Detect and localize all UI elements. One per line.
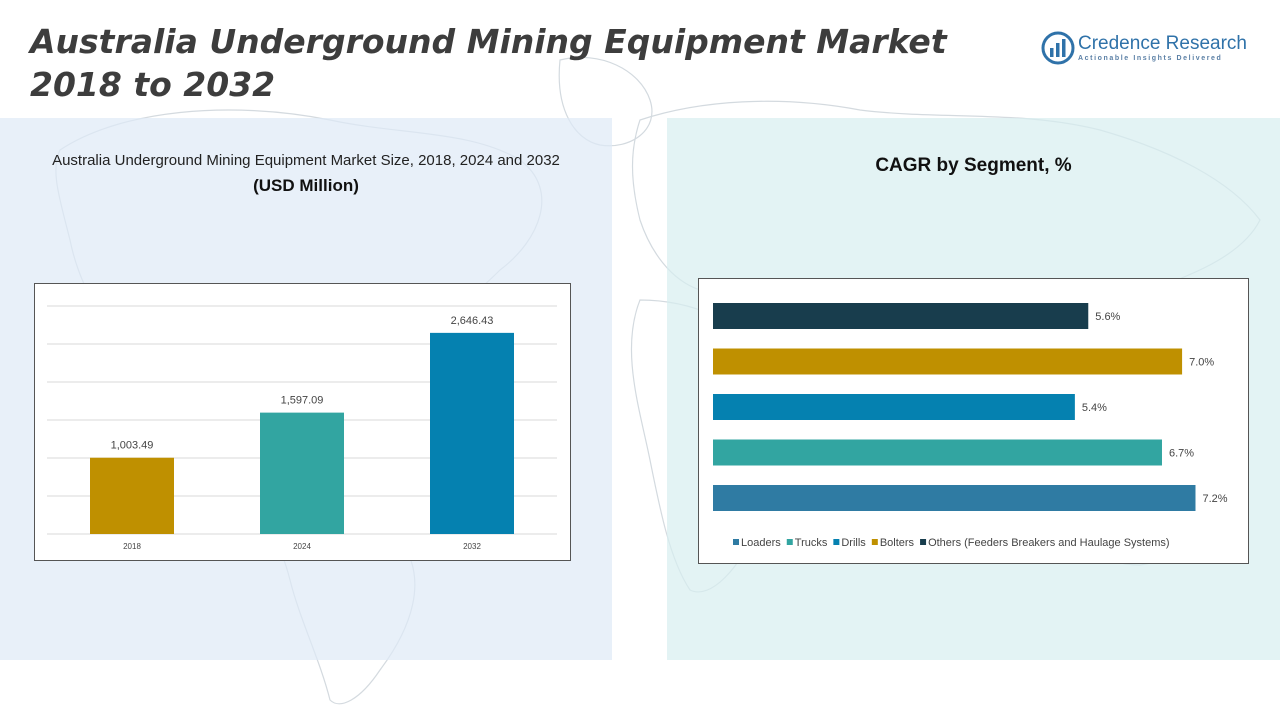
bar-2024 [260,412,344,534]
cagr-chart: 7.2% 6.7% 5.4% 7.0% 5.6% Loaders Trucks Drills B… [698,278,1249,564]
value-label-2032: 2,646.43 [451,315,494,327]
cagr-bar-4 [713,303,1089,329]
market-size-unit: (USD Million) [253,176,359,195]
legend-swatch-2 [833,539,840,545]
x-tick-2032: 2032 [463,542,481,551]
bar-2032 [430,332,514,534]
legend-entry-1: Trucks [795,537,828,549]
logo-tagline: Actionable Insights Delivered [1078,55,1223,62]
legend-entry-3: Bolters [880,537,915,549]
legend-entry-0: Loaders [741,537,781,549]
market-size-chart-title: Australia Underground Mining Equipment M… [52,152,560,169]
credence-research-logo: Credence Research Actionable Insights De… [1040,30,1260,70]
cagr-bar-3 [713,348,1183,375]
legend-swatch-1 [786,539,793,545]
cagr-chart-title: CAGR by Segment, % [875,155,1072,176]
cagr-value-label-0: 7.2% [1202,493,1227,505]
cagr-value-label-2: 5.4% [1082,402,1107,414]
legend-swatch-3 [871,539,878,545]
cagr-bar-0 [713,485,1196,511]
value-label-2018: 1,003.49 [111,440,154,452]
cagr-bar-2 [713,394,1075,420]
market-size-bar-chart: 1,003.49 2018 1,597.09 2024 2,646.43 2032 [47,305,557,551]
cagr-value-label-3: 7.0% [1189,357,1214,369]
legend-entry-4: Others (Feeders Breakers and Haulage Sys… [928,537,1170,549]
value-label-2024: 1,597.09 [281,395,324,407]
cagr-value-label-4: 5.6% [1095,311,1120,323]
legend-entry-2: Drills [841,537,866,549]
market-size-chart: 1,003.49 2018 1,597.09 2024 2,646.43 2032 [34,283,571,561]
x-tick-2024: 2024 [293,542,311,551]
page-title: Australia Underground Mining Equipment M… [30,22,947,104]
logo-name: Credence Research [1078,33,1247,54]
x-tick-2018: 2018 [123,542,141,551]
legend-swatch-0 [733,539,739,545]
legend-swatch-4 [920,539,927,545]
cagr-horizontal-bar-chart: 7.2% 6.7% 5.4% 7.0% 5.6% Loaders Trucks Drills B… [713,303,1228,549]
bar-2018 [90,457,174,534]
logo-chart-icon [1041,31,1075,65]
cagr-value-label-1: 6.7% [1169,448,1194,460]
cagr-bar-1 [713,439,1162,466]
